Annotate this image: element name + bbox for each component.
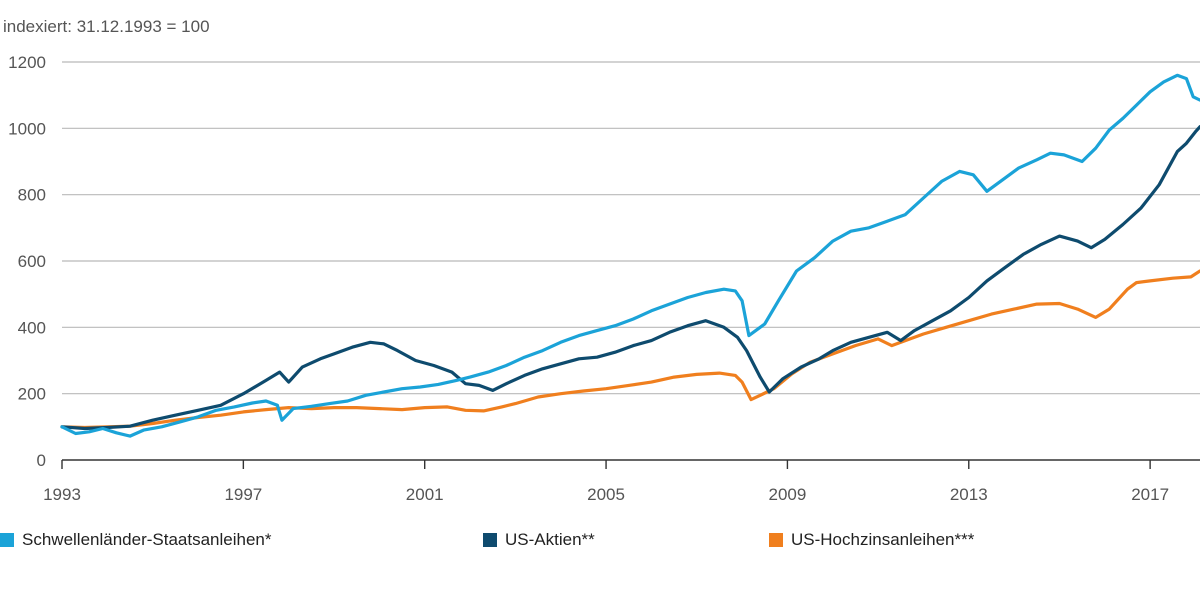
x-tick-label: 2013	[950, 485, 988, 504]
y-tick-label: 600	[18, 252, 46, 271]
legend-item-us-stocks: US-Aktien**	[483, 530, 595, 550]
series-line-2	[60, 269, 1200, 430]
chart-subtitle: indexiert: 31.12.1993 = 100	[3, 17, 210, 36]
x-tick-label: 2005	[587, 485, 625, 504]
y-tick-label: 400	[18, 318, 46, 337]
x-tick-label: 2017	[1131, 485, 1169, 504]
y-tick-label: 200	[18, 385, 46, 404]
legend-label-us-high-yield: US-Hochzinsanleihen***	[791, 530, 975, 549]
line-chart: indexiert: 31.12.1993 = 100 0 200 400 600 80…	[3, 17, 1200, 504]
legend-item-emerging-bonds: Schwellenländer-Staatsanleihen*	[0, 530, 272, 550]
legend-label-us-stocks: US-Aktien**	[505, 530, 595, 549]
x-axis: 1993 1997 2001 2005 2009 2013 2017	[43, 459, 1200, 504]
series-line-0	[60, 73, 1200, 438]
series-line-1	[60, 125, 1200, 431]
legend-swatch-emerging-bonds	[0, 533, 14, 547]
y-tick-label: 1000	[8, 119, 46, 138]
legend: Schwellenländer-Staatsanleihen* US-Aktie…	[0, 530, 1200, 560]
y-tick-label: 800	[18, 186, 46, 205]
legend-swatch-us-stocks	[483, 533, 497, 547]
series-lines	[60, 73, 1200, 438]
x-tick-label: 1993	[43, 485, 81, 504]
y-tick-label: 1200	[8, 53, 46, 72]
gridlines	[62, 61, 1200, 395]
legend-item-us-high-yield: US-Hochzinsanleihen***	[769, 530, 974, 550]
x-tick-label: 2009	[769, 485, 807, 504]
legend-label-emerging-bonds: Schwellenländer-Staatsanleihen*	[22, 530, 272, 549]
y-axis-ticks: 0 200 400 600 800 1000 1200	[8, 53, 46, 470]
x-tick-label: 1997	[224, 485, 262, 504]
y-tick-label: 0	[37, 451, 46, 470]
x-tick-label: 2001	[406, 485, 444, 504]
legend-swatch-us-high-yield	[769, 533, 783, 547]
